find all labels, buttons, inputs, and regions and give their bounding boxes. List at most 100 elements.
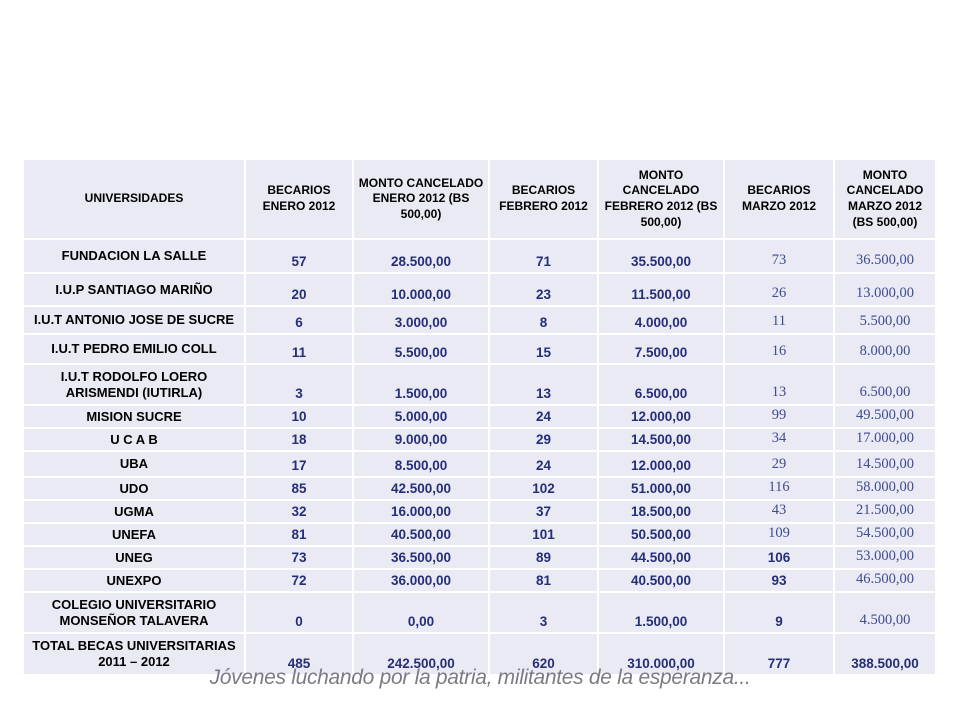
cell-monto-marzo: 36.500,00: [833, 238, 937, 274]
cell-becarios-enero: 85: [244, 476, 354, 501]
cell-monto-marzo: 8.000,00: [833, 333, 937, 365]
cell-becarios-febrero: 13: [488, 363, 599, 406]
cell-monto-marzo: 13.000,00: [833, 272, 937, 307]
cell-becarios-enero: 20: [244, 272, 354, 307]
cell-monto-febrero: 7.500,00: [597, 333, 725, 365]
table-row: U C A B 18 9.000,00 29 14.500,00 34 17.0…: [22, 427, 937, 452]
slide-footer-text: Jóvenes luchando por la patria, militant…: [209, 666, 751, 689]
table-row: I.U.T RODOLFO LOERO ARISMENDI (IUTIRLA) …: [22, 363, 937, 406]
cell-becarios-enero: 3: [244, 363, 354, 406]
cell-becarios-enero: 73: [244, 545, 354, 570]
cell-monto-febrero: 1.500,00: [597, 591, 725, 634]
cell-becarios-marzo: 34: [723, 427, 835, 452]
table-row: UNEXPO 72 36.000,00 81 40.500,00 93 46.5…: [22, 568, 937, 593]
cell-monto-enero: 36.000,00: [352, 568, 490, 593]
cell-becarios-enero: 17: [244, 450, 354, 478]
cell-university-name: UNEFA: [22, 522, 246, 547]
cell-becarios-febrero: 102: [488, 476, 599, 501]
cell-monto-febrero: 4.000,00: [597, 305, 725, 335]
cell-becarios-febrero: 3: [488, 591, 599, 634]
cell-monto-marzo: 388.500,00: [833, 632, 937, 676]
cell-becarios-enero: 72: [244, 568, 354, 593]
table-row-total: TOTAL BECAS UNIVERSITARIAS 2011 – 2012 4…: [22, 632, 937, 676]
table-header-row: UNIVERSIDADES BECARIOS ENERO 2012 MONTO …: [22, 158, 937, 240]
cell-becarios-enero: 0: [244, 591, 354, 634]
cell-monto-febrero: 40.500,00: [597, 568, 725, 593]
col-header-monto-febrero: MONTO CANCELADO FEBRERO 2012 (BS 500,00): [597, 158, 725, 240]
cell-monto-febrero: 11.500,00: [597, 272, 725, 307]
cell-becarios-febrero: 37: [488, 499, 599, 524]
cell-monto-enero: 0,00: [352, 591, 490, 634]
cell-becarios-marzo: 109: [723, 522, 835, 547]
cell-monto-marzo: 53.000,00: [833, 545, 937, 570]
cell-becarios-marzo: 11: [723, 305, 835, 335]
cell-becarios-enero: 32: [244, 499, 354, 524]
cell-monto-febrero: 18.500,00: [597, 499, 725, 524]
cell-monto-marzo: 14.500,00: [833, 450, 937, 478]
cell-monto-marzo: 21.500,00: [833, 499, 937, 524]
table-row: FUNDACION LA SALLE 57 28.500,00 71 35.50…: [22, 238, 937, 274]
cell-monto-marzo: 6.500,00: [833, 363, 937, 406]
col-header-becarios-febrero: BECARIOS FEBRERO 2012: [488, 158, 599, 240]
cell-monto-enero: 1.500,00: [352, 363, 490, 406]
cell-becarios-febrero: 71: [488, 238, 599, 274]
cell-monto-enero: 28.500,00: [352, 238, 490, 274]
cell-monto-febrero: 35.500,00: [597, 238, 725, 274]
cell-becarios-febrero: 24: [488, 450, 599, 478]
cell-monto-febrero: 6.500,00: [597, 363, 725, 406]
cell-university-name: U C A B: [22, 427, 246, 452]
cell-monto-febrero: 14.500,00: [597, 427, 725, 452]
cell-monto-marzo: 54.500,00: [833, 522, 937, 547]
cell-monto-marzo: 17.000,00: [833, 427, 937, 452]
cell-monto-febrero: 51.000,00: [597, 476, 725, 501]
cell-monto-marzo: 46.500,00: [833, 568, 937, 593]
cell-becarios-marzo: 116: [723, 476, 835, 501]
cell-becarios-febrero: 89: [488, 545, 599, 570]
cell-becarios-marzo: 93: [723, 568, 835, 593]
cell-becarios-febrero: 8: [488, 305, 599, 335]
cell-monto-marzo: 4.500,00: [833, 591, 937, 634]
cell-university-name: UNEXPO: [22, 568, 246, 593]
cell-monto-enero: 9.000,00: [352, 427, 490, 452]
cell-university-name: I.U.T RODOLFO LOERO ARISMENDI (IUTIRLA): [22, 363, 246, 406]
cell-becarios-enero: 57: [244, 238, 354, 274]
cell-monto-febrero: 310.000,00: [597, 632, 725, 676]
cell-becarios-febrero: 24: [488, 404, 599, 429]
table-row: UGMA 32 16.000,00 37 18.500,00 43 21.500…: [22, 499, 937, 524]
col-header-universidades: UNIVERSIDADES: [22, 158, 246, 240]
table-row: UNEG 73 36.500,00 89 44.500,00 106 53.00…: [22, 545, 937, 570]
table-row: UNEFA 81 40.500,00 101 50.500,00 109 54.…: [22, 522, 937, 547]
cell-becarios-febrero: 101: [488, 522, 599, 547]
cell-becarios-febrero: 620: [488, 632, 599, 676]
cell-monto-enero: 5.000,00: [352, 404, 490, 429]
cell-university-name: UGMA: [22, 499, 246, 524]
cell-monto-enero: 8.500,00: [352, 450, 490, 478]
cell-monto-enero: 36.500,00: [352, 545, 490, 570]
table-row: I.U.T ANTONIO JOSE DE SUCRE 6 3.000,00 8…: [22, 305, 937, 335]
table-row: MISION SUCRE 10 5.000,00 24 12.000,00 99…: [22, 404, 937, 429]
cell-becarios-marzo: 9: [723, 591, 835, 634]
cell-monto-febrero: 44.500,00: [597, 545, 725, 570]
cell-monto-febrero: 50.500,00: [597, 522, 725, 547]
cell-university-name: COLEGIO UNIVERSITARIO MONSEÑOR TALAVERA: [22, 591, 246, 634]
col-header-becarios-marzo: BECARIOS MARZO 2012: [723, 158, 835, 240]
cell-university-name: I.U.T PEDRO EMILIO COLL: [22, 333, 246, 365]
cell-becarios-marzo: 99: [723, 404, 835, 429]
cell-becarios-febrero: 29: [488, 427, 599, 452]
table-row: UDO 85 42.500,00 102 51.000,00 116 58.00…: [22, 476, 937, 501]
cell-becarios-enero: 11: [244, 333, 354, 365]
cell-university-name: UNEG: [22, 545, 246, 570]
cell-monto-marzo: 5.500,00: [833, 305, 937, 335]
cell-monto-enero: 16.000,00: [352, 499, 490, 524]
col-header-monto-marzo: MONTO CANCELADO MARZO 2012 (BS 500,00): [833, 158, 937, 240]
cell-becarios-marzo: 106: [723, 545, 835, 570]
cell-monto-enero: 242.500,00: [352, 632, 490, 676]
cell-becarios-marzo: 16: [723, 333, 835, 365]
cell-monto-marzo: 49.500,00: [833, 404, 937, 429]
cell-becarios-marzo: 73: [723, 238, 835, 274]
cell-becarios-marzo: 777: [723, 632, 835, 676]
cell-becarios-febrero: 81: [488, 568, 599, 593]
cell-monto-enero: 10.000,00: [352, 272, 490, 307]
cell-becarios-enero: 485: [244, 632, 354, 676]
